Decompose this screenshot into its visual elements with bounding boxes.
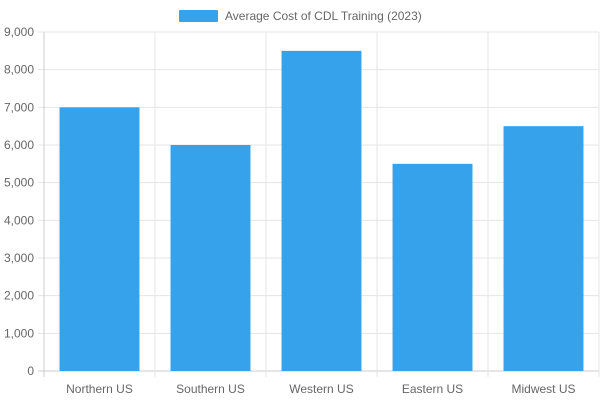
y-axis: 0 1,000 2,000 3,000 4,000 5,000 6,000 7,000 8,00… [4,25,34,378]
x-tick-label: Eastern US [402,382,463,396]
legend[interactable]: Average Cost of CDL Training (2023) [179,9,422,23]
bar[interactable] [59,107,140,371]
legend-label[interactable]: Average Cost of CDL Training (2023) [225,9,422,23]
x-axis: Northern US Southern US Western US Eastern … [66,382,575,396]
bar[interactable] [503,126,584,372]
x-tick-label: Northern US [66,382,133,396]
legend-swatch[interactable] [179,10,218,22]
bars-layer [59,50,584,372]
y-tick-label: 1,000 [4,326,34,340]
x-tick-label: Southern US [176,382,245,396]
x-tick-label: Midwest US [511,382,575,396]
y-tick-label: 4,000 [4,213,34,227]
y-tick-label: 8,000 [4,63,34,77]
y-tick-label: 5,000 [4,176,34,190]
y-tick-label: 2,000 [4,289,34,303]
bar[interactable] [170,145,251,371]
y-tick-label: 0 [27,364,34,378]
y-tick-label: 9,000 [4,25,34,39]
bar[interactable] [281,50,362,371]
y-tick-label: 6,000 [4,138,34,152]
x-tick-label: Western US [289,382,353,396]
y-tick-label: 7,000 [4,100,34,114]
y-tick-label: 3,000 [4,251,34,265]
bar[interactable] [392,163,473,371]
